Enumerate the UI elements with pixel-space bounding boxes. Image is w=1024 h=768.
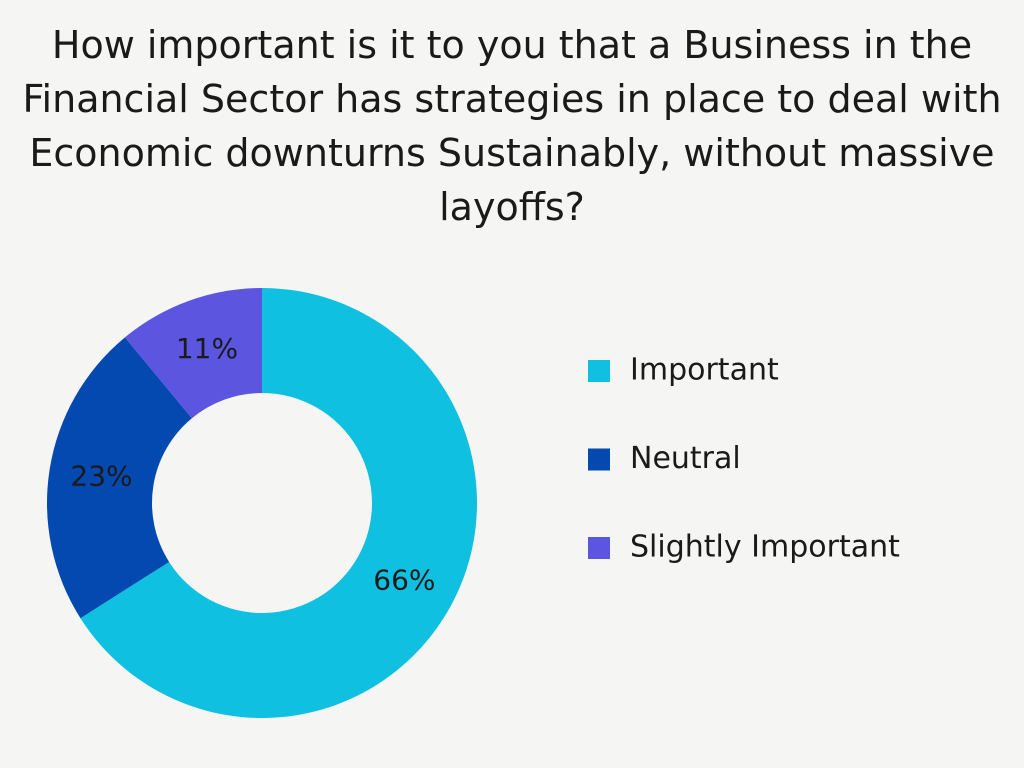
chart-title: How important is it to you that a Busine… [22, 23, 1002, 229]
legend-label: Neutral [630, 441, 741, 476]
donut-segment [124, 288, 262, 419]
donut-segment [47, 337, 192, 619]
legend-label: Important [630, 353, 779, 388]
legend-swatch [588, 360, 610, 382]
legend-swatch [588, 537, 610, 559]
legend-swatch [588, 448, 610, 471]
data-label: 11% [176, 332, 238, 365]
legend-label: Slightly Important [630, 530, 900, 565]
data-label: 23% [70, 460, 132, 493]
donut-segment [80, 288, 478, 719]
data-label: 66% [373, 563, 435, 596]
